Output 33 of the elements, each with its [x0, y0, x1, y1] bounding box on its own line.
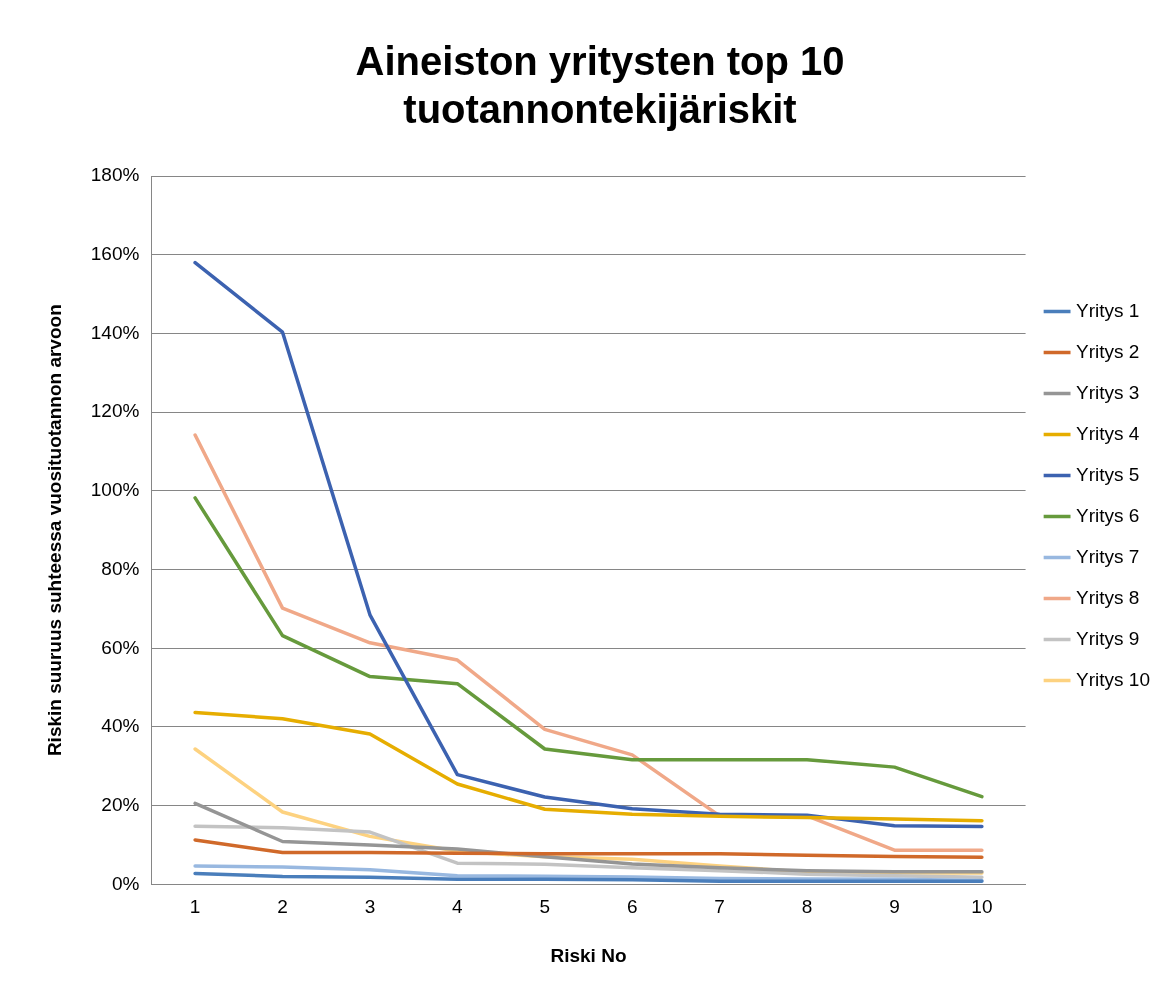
y-tick-label: 120% [90, 400, 140, 422]
x-tick-label: 3 [364, 896, 376, 918]
y-tick-label: 160% [90, 242, 140, 264]
legend-label: Yritys 1 [1076, 299, 1140, 321]
y-tick-label: 20% [101, 793, 140, 815]
legend-label: Yritys 10 [1076, 668, 1151, 690]
chart-title: Aineiston yritysten top 10 tuotannontekijäriskit [355, 39, 845, 132]
y-tick-label: 100% [90, 479, 140, 501]
y-tick-label: 140% [90, 321, 140, 343]
legend-label: Yritys 3 [1076, 381, 1140, 403]
legend-label: Yritys 9 [1076, 627, 1140, 649]
y-tick-label: 180% [90, 164, 140, 186]
x-tick-label: 7 [714, 896, 725, 918]
legend-label: Yritys 7 [1076, 545, 1140, 567]
x-tick-label: 9 [889, 896, 900, 918]
y-tick-label: 60% [101, 636, 140, 658]
y-tick-label: 80% [101, 557, 140, 579]
x-tick-label: 5 [539, 896, 551, 918]
legend-label: Yritys 2 [1076, 340, 1140, 362]
x-tick-label: 8 [801, 896, 813, 918]
x-axis-title: Riski No [550, 944, 627, 966]
legend-label: Yritys 4 [1076, 422, 1140, 444]
x-tick-label: 10 [971, 896, 993, 918]
x-tick-label: 6 [626, 896, 638, 918]
x-tick-label: 2 [277, 896, 288, 918]
legend-label: Yritys 6 [1076, 504, 1140, 526]
x-tick-label: 1 [189, 896, 201, 918]
legend-label: Yritys 5 [1076, 463, 1140, 485]
y-tick-label: 0% [111, 872, 140, 894]
y-tick-label: 40% [101, 715, 140, 737]
y-axis-title: Riskin suuruus suhteessa vuosituotannon arvoon [43, 304, 65, 757]
x-tick-label: 4 [452, 896, 464, 918]
legend-label: Yritys 8 [1076, 586, 1140, 608]
